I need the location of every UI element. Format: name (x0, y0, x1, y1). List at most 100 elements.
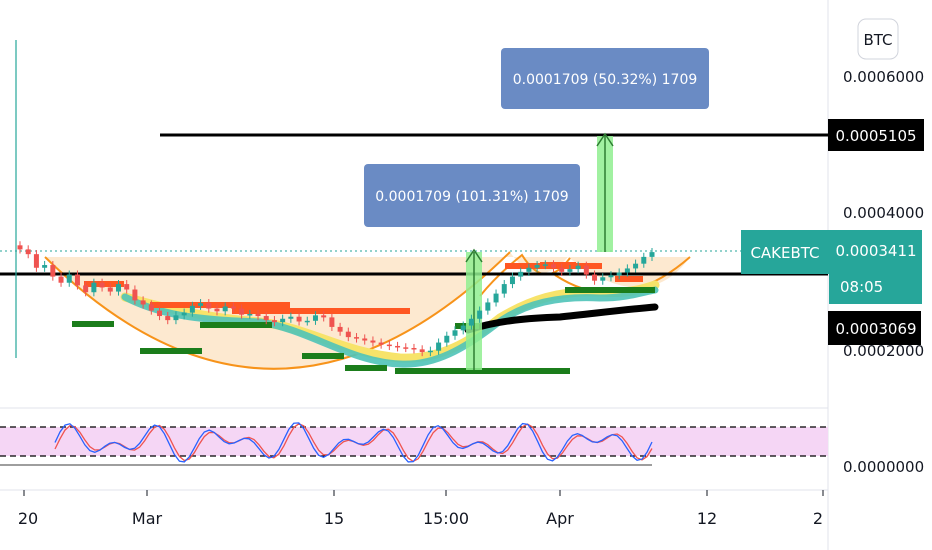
candle-body (460, 325, 466, 331)
stoch-band (0, 427, 828, 456)
candle-body (140, 300, 146, 305)
candle-body (436, 342, 442, 351)
candle-body (395, 345, 401, 348)
candle-body (411, 348, 417, 350)
candle-body (370, 340, 376, 343)
candle-body (271, 320, 277, 323)
candle-body (362, 338, 368, 341)
candle-body (58, 276, 64, 283)
candle-body (74, 274, 80, 286)
candle-body (198, 303, 204, 306)
candle-body (567, 269, 573, 272)
candle-body (427, 350, 433, 353)
candle-body (551, 264, 557, 268)
price-tick-0004: 0.0004000 (843, 204, 924, 222)
candle-body (296, 316, 302, 322)
candle-body (583, 265, 589, 275)
candle-body (181, 312, 187, 316)
target-price-text: 0.0005105 (835, 127, 916, 145)
candle-body (649, 252, 655, 257)
candle-body (165, 316, 171, 321)
measure-lower[interactable] (465, 248, 483, 370)
measure-upper[interactable] (596, 132, 614, 252)
ema-slow-line (464, 303, 659, 334)
candle-body (50, 265, 56, 277)
candle-body (386, 344, 392, 347)
ema-mid-line (121, 286, 659, 368)
candle-body (25, 249, 31, 255)
candle-body (493, 293, 499, 303)
candle-body (468, 318, 474, 326)
candle-body (66, 274, 72, 283)
candle-body (255, 314, 261, 317)
candle-body (132, 289, 138, 301)
candle-body (189, 305, 195, 313)
candle-body (42, 265, 48, 268)
candle-body (239, 308, 245, 315)
time-tick-20: 20 (18, 509, 38, 528)
candle-body (304, 320, 310, 323)
candle-body (206, 303, 212, 309)
target-price-label: 0.0005105 (828, 119, 924, 151)
last-price-label: 0.0003411 08:05 (829, 230, 922, 304)
candle-body (337, 326, 343, 332)
candle-body (378, 342, 384, 345)
stoch-k-line (54, 422, 653, 463)
handle-curve (479, 253, 571, 297)
symbol-tag: CAKEBTC (741, 230, 829, 274)
candle-body (616, 272, 622, 276)
candle-body (99, 282, 105, 288)
measure-label-lower-text: 0.0001709 (101.31%) 1709 (375, 189, 568, 205)
candle-body (17, 245, 23, 250)
time-tick-apr: Apr (546, 509, 574, 528)
candle-body (124, 284, 130, 290)
candle-body (263, 316, 269, 321)
candle-body (592, 274, 598, 281)
candle-body (575, 265, 581, 270)
price-tick-0002: 0.0002000 (843, 342, 924, 360)
currency-badge[interactable]: BTC (857, 18, 899, 60)
candle-body (509, 276, 515, 285)
candle-body (641, 256, 647, 264)
measure-label-upper[interactable]: 0.0001709 (50.32%) 1709 (501, 48, 709, 109)
candle-body (526, 267, 532, 272)
candle-body (633, 263, 639, 269)
last-price-text: 0.0003411 (835, 242, 916, 260)
candle-series (17, 241, 655, 357)
candle-body (419, 349, 425, 353)
candle-body (312, 315, 318, 321)
candle-body (173, 315, 179, 321)
candle-body (518, 271, 524, 277)
time-tick-12: 12 (697, 509, 717, 528)
symbol-tag-text: CAKEBTC (750, 244, 819, 262)
time-tick-2: 2 (813, 509, 823, 528)
time-tick-mar: Mar (132, 509, 163, 528)
currency-badge-label: BTC (863, 31, 892, 49)
candle-body (624, 268, 630, 273)
candle-body (354, 337, 360, 339)
candle-body (345, 331, 351, 338)
candle-body (33, 254, 39, 268)
measure-label-upper-text: 0.0001709 (50.32%) 1709 (513, 72, 698, 88)
candle-body (83, 285, 89, 293)
candle-body (280, 318, 286, 323)
candle-body (534, 265, 540, 268)
candle-body (501, 284, 507, 294)
price-tick-0006: 0.0006000 (843, 68, 924, 86)
neckline-price-text: 0.0003069 (835, 320, 916, 338)
candle-body (485, 302, 491, 311)
measure-label-lower[interactable]: 0.0001709 (101.31%) 1709 (364, 164, 580, 227)
candle-body (452, 330, 458, 336)
candle-body (329, 317, 335, 327)
candle-body (559, 267, 565, 272)
candle-body (608, 275, 614, 278)
candle-body (321, 315, 327, 318)
candle-body (477, 310, 483, 319)
candle-body (230, 306, 236, 309)
candle-body (247, 314, 253, 316)
time-tick-1500: 15:00 (423, 509, 469, 528)
candle-body (157, 310, 163, 317)
candle-body (542, 264, 548, 266)
candle-body (214, 308, 220, 312)
